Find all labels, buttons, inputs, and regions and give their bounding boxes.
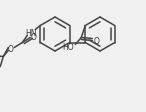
Text: HN: HN — [26, 29, 37, 38]
Text: O: O — [30, 33, 36, 42]
Text: HO: HO — [62, 43, 74, 52]
Text: O: O — [93, 37, 99, 46]
Text: O: O — [7, 45, 13, 54]
